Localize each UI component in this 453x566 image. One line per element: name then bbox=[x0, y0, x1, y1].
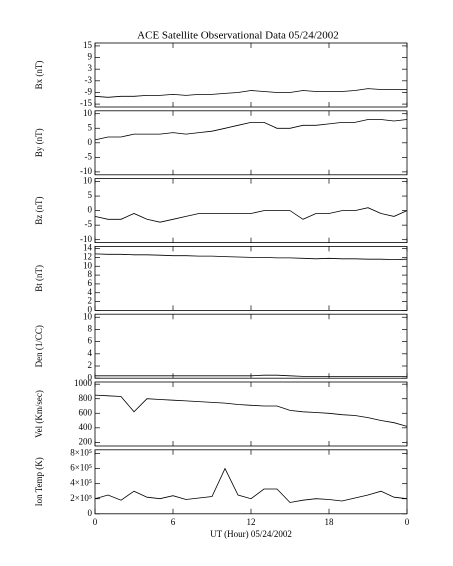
x-tick-label: 6 bbox=[171, 517, 176, 527]
data-line bbox=[95, 374, 407, 377]
y-tick-label: 10 bbox=[83, 260, 93, 270]
panel-frame bbox=[94, 449, 408, 515]
y-tick-label: 0 bbox=[88, 304, 93, 314]
y-tick-label: -10 bbox=[80, 234, 92, 244]
y-tick-label: 10 bbox=[83, 176, 93, 186]
y-axis-label: Bt (nT) bbox=[34, 265, 44, 292]
y-tick-label: 4×10⁵ bbox=[70, 478, 92, 488]
y-tick-label: 10 bbox=[83, 108, 93, 118]
panel-frame bbox=[94, 313, 408, 379]
y-axis-label: Bx (nT) bbox=[34, 61, 44, 90]
y-tick-label: 2 bbox=[88, 296, 93, 306]
y-tick-label: 6×10⁵ bbox=[70, 463, 92, 473]
y-tick-label: 12 bbox=[83, 251, 92, 261]
y-tick-label: 0 bbox=[88, 508, 93, 518]
y-tick-label: 8×10⁵ bbox=[70, 448, 92, 458]
y-tick-label: 8 bbox=[88, 324, 93, 334]
panel-frame bbox=[94, 42, 408, 108]
y-tick-label: 10 bbox=[83, 311, 93, 321]
y-tick-label: -5 bbox=[85, 151, 93, 161]
y-tick-label: 0 bbox=[88, 205, 93, 215]
data-line bbox=[94, 394, 408, 427]
y-tick-label: 0 bbox=[88, 372, 93, 382]
panel-frame bbox=[94, 381, 408, 447]
x-tick-label: 0 bbox=[93, 517, 98, 527]
y-tick-label: 4 bbox=[88, 348, 93, 358]
panel-frame bbox=[94, 110, 408, 176]
y-tick-label: 2×10⁵ bbox=[70, 493, 92, 503]
data-line bbox=[94, 207, 408, 223]
y-tick-label: 1000 bbox=[74, 378, 93, 388]
y-tick-label: 8 bbox=[88, 269, 93, 279]
y-tick-label: -5 bbox=[85, 219, 93, 229]
y-tick-label: 6 bbox=[88, 336, 93, 346]
data-line bbox=[94, 467, 408, 503]
y-axis-label: Ion Temp (K) bbox=[34, 457, 44, 506]
x-tick-label: 18 bbox=[325, 517, 335, 527]
y-tick-label: 0 bbox=[88, 137, 93, 147]
y-tick-label: 14 bbox=[83, 243, 93, 253]
y-tick-label: 400 bbox=[79, 422, 93, 432]
y-tick-label: -3 bbox=[85, 75, 93, 85]
y-tick-label: 5 bbox=[88, 122, 93, 132]
y-tick-label: 200 bbox=[79, 436, 93, 446]
y-tick-label: 800 bbox=[79, 393, 93, 403]
y-tick-label: 5 bbox=[88, 190, 93, 200]
data-line bbox=[94, 253, 408, 261]
y-tick-label: 600 bbox=[79, 407, 93, 417]
y-tick-label: 9 bbox=[88, 52, 93, 62]
y-axis-label: By (nT) bbox=[34, 128, 44, 157]
data-line bbox=[94, 119, 408, 141]
y-tick-label: 3 bbox=[88, 63, 93, 73]
data-line bbox=[94, 88, 407, 98]
x-axis-label: UT (Hour) 05/24/2002 bbox=[210, 529, 292, 539]
panel-frame bbox=[94, 178, 408, 244]
panel-frame bbox=[94, 245, 408, 311]
y-tick-label: -9 bbox=[85, 87, 93, 97]
y-axis-label: Den (1/CC) bbox=[34, 325, 44, 367]
x-tick-label: 12 bbox=[247, 517, 256, 527]
x-tick-label: 0 bbox=[405, 517, 410, 527]
chart-title: ACE Satellite Observational Data 05/24/2… bbox=[137, 30, 339, 42]
y-tick-label: -15 bbox=[80, 98, 92, 108]
y-tick-label: 4 bbox=[88, 287, 93, 297]
y-tick-label: 6 bbox=[88, 278, 93, 288]
y-tick-label: 15 bbox=[83, 40, 93, 50]
y-tick-label: 2 bbox=[88, 360, 93, 370]
y-axis-label: Vel (Km/sec) bbox=[34, 390, 44, 438]
y-tick-label: -10 bbox=[80, 166, 92, 176]
y-axis-label: Bz (nT) bbox=[34, 196, 44, 224]
